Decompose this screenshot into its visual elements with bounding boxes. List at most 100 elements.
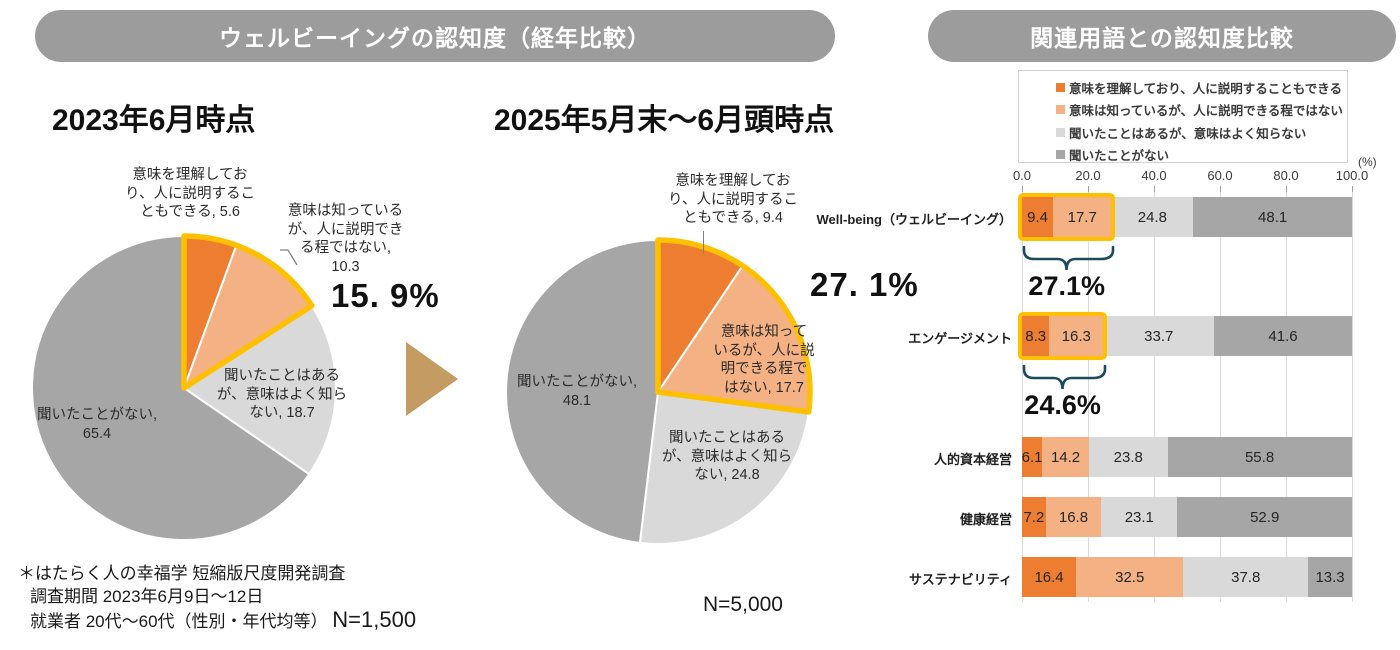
bar-value-label: 16.3 (1061, 327, 1091, 345)
axis-tick (1286, 186, 1287, 192)
legend-item: 聞いたことがない (1056, 144, 1347, 167)
legend-swatch-icon (1056, 127, 1065, 137)
bar-row-label: Well-being（ウェルビーイング） (816, 212, 1012, 227)
pie2-leader-line (703, 231, 705, 253)
gridline (1022, 188, 1023, 602)
survey-footnote: ＊はたらく人の幸福学 短縮版尺度開発調査 調査期間 2023年6月9日～12日 … (18, 562, 416, 633)
pie1-label-never: 聞いたことがない, 65.4 (36, 407, 158, 442)
legend-item: 聞いたことはあるが、意味はよく知らない (1056, 121, 1347, 144)
gridline (1088, 188, 1089, 602)
pie-2023-title: 2023年6月時点 (52, 104, 256, 137)
bar-value-label: 23.1 (1124, 508, 1154, 526)
pie2-highlight-pct: 27. 1% (810, 266, 919, 303)
annotation-pct: 24.6% (1024, 390, 1101, 420)
bar-row: 8.3 16.3 33.7 41.6 (1022, 316, 1352, 356)
bar-row: 7.2 16.8 23.1 52.9 (1022, 497, 1352, 537)
axis-tick (1154, 186, 1155, 192)
legend-item-label: 意味は知っているが、人に説明できる程ではない (1069, 104, 1343, 119)
gridline (1220, 188, 1221, 602)
pie1-label-heard: 聞いたことはある が、意味はよく知ら ない, 18.7 (216, 368, 348, 421)
x-axis-tick-label: 60.0 (1207, 168, 1233, 183)
arrow-right-icon (406, 342, 458, 416)
x-axis-tick-label: 100.0 (1335, 168, 1369, 183)
bar-segment: 7.2 (1022, 497, 1046, 537)
gridline (1154, 188, 1155, 602)
bar-row-label: 健康経営 (959, 512, 1012, 527)
legend-item: 意味は知っているが、人に説明できる程ではない (1056, 99, 1347, 122)
pie-slice (183, 304, 337, 476)
section-header-left-text: ウェルビーイングの認知度（経年比較） (219, 25, 651, 51)
x-axis-tick-label: 20.0 (1075, 168, 1101, 183)
bar-segment: 32.5 (1076, 557, 1184, 597)
annotation-pct: 27.1% (1028, 271, 1105, 301)
bar-segment: 14.2 (1042, 437, 1089, 477)
bar-value-label: 32.5 (1115, 568, 1145, 586)
pie2-label-know: 意味は知って いるが、人に説 明できる程で はない, 17.7 (713, 324, 815, 396)
bar-segment: 37.8 (1183, 557, 1309, 597)
bar-value-label: 33.7 (1144, 327, 1174, 345)
pie2-label-heard: 聞いたことはある が、意味はよく知ら ない, 24.8 (661, 430, 793, 483)
pie1-label-know: 意味は知っている が、人に説明でき る程ではない, 10.3 (287, 203, 404, 275)
legend: 意味を理解しており、人に説明することもできる意味は知っているが、人に説明できる程… (1018, 70, 1348, 163)
bar-segment: 33.7 (1103, 316, 1215, 356)
axis-tick (1088, 186, 1089, 192)
bar-row-label: サステナビリティ (909, 572, 1012, 587)
pie-slice (638, 391, 810, 545)
pie-2025-title: 2025年5月末～6月頭時点 (494, 104, 835, 137)
bar-value-label: 16.8 (1058, 508, 1089, 526)
bar-value-label: 41.6 (1268, 327, 1298, 345)
bar-segment: 23.1 (1101, 497, 1178, 537)
pie1-highlight-pct: 15. 9% (331, 277, 440, 314)
bar-row: 9.4 17.7 24.8 48.1 (1022, 197, 1352, 237)
highlight-box (1018, 193, 1116, 241)
x-axis-tick-label: 0.0 (1012, 168, 1032, 183)
pie-chart-2025 (505, 237, 813, 545)
pie-highlight-outline (181, 233, 315, 391)
legend-item: 意味を理解しており、人に説明することもできる (1056, 76, 1347, 99)
footnote-line-1: ＊はたらく人の幸福学 短縮版尺度開発調査 (18, 564, 346, 583)
legend-item-label: 聞いたことがない (1069, 149, 1170, 164)
axis-unit-label: (%) (1358, 155, 1377, 169)
bar-segment: 16.8 (1045, 497, 1102, 537)
underbrace (1022, 245, 1115, 271)
bar-segment: 17.7 (1053, 197, 1112, 237)
bar-value-label: 52.9 (1250, 508, 1280, 526)
footnote-line-2: 調査期間 2023年6月9日～12日 (30, 587, 264, 606)
bar-segment: 41.6 (1214, 316, 1352, 356)
legend-swatch-icon (1056, 105, 1065, 115)
legend-item-label: 聞いたことはあるが、意味はよく知らない (1069, 126, 1307, 141)
bar-row-label: エンゲージメント (908, 331, 1012, 346)
pie1-label-understand: 意味を理解してお り、人に説明するこ ともできる, 5.6 (125, 167, 255, 220)
bar-segment: 16.3 (1049, 316, 1104, 356)
bar-segment: 13.3 (1308, 557, 1352, 597)
bar-value-label: 6.1 (1021, 448, 1043, 466)
axis-tick (1022, 186, 1023, 192)
gridline (1352, 188, 1353, 602)
pie-chart-2023 (31, 233, 337, 541)
pie-slice (505, 239, 659, 544)
bar-segment: 23.8 (1088, 437, 1168, 477)
legend-swatch-icon (1056, 150, 1065, 160)
legend-swatch-icon (1056, 82, 1065, 92)
bar-segment: 48.1 (1193, 197, 1352, 237)
axis-tick (1352, 186, 1353, 192)
bar-value-label: 14.2 (1050, 448, 1081, 466)
bar-value-label: 37.8 (1231, 568, 1261, 586)
pie-slice (31, 235, 311, 541)
pie2-label-never: 聞いたことがない, 48.1 (516, 374, 638, 409)
bar-value-label: 8.3 (1025, 327, 1047, 345)
bar-row-label: 人的資本経営 (933, 452, 1012, 467)
bar-segment: 9.4 (1022, 197, 1054, 237)
gridline (1286, 188, 1287, 602)
bar-segment: 55.8 (1167, 437, 1352, 477)
bar-segment: 24.8 (1111, 197, 1194, 237)
bar-value-label: 48.1 (1258, 208, 1288, 226)
bar-value-label: 55.8 (1244, 448, 1275, 466)
pie2-label-understand: 意味を理解してお り、人に説明するこ ともできる, 9.4 (668, 173, 798, 226)
pie1-leader-line (280, 249, 298, 266)
highlight-box (1018, 312, 1108, 360)
bar-segment: 8.3 (1022, 316, 1050, 356)
axis-tick (1220, 186, 1221, 192)
x-axis-tick-label: 80.0 (1273, 168, 1299, 183)
